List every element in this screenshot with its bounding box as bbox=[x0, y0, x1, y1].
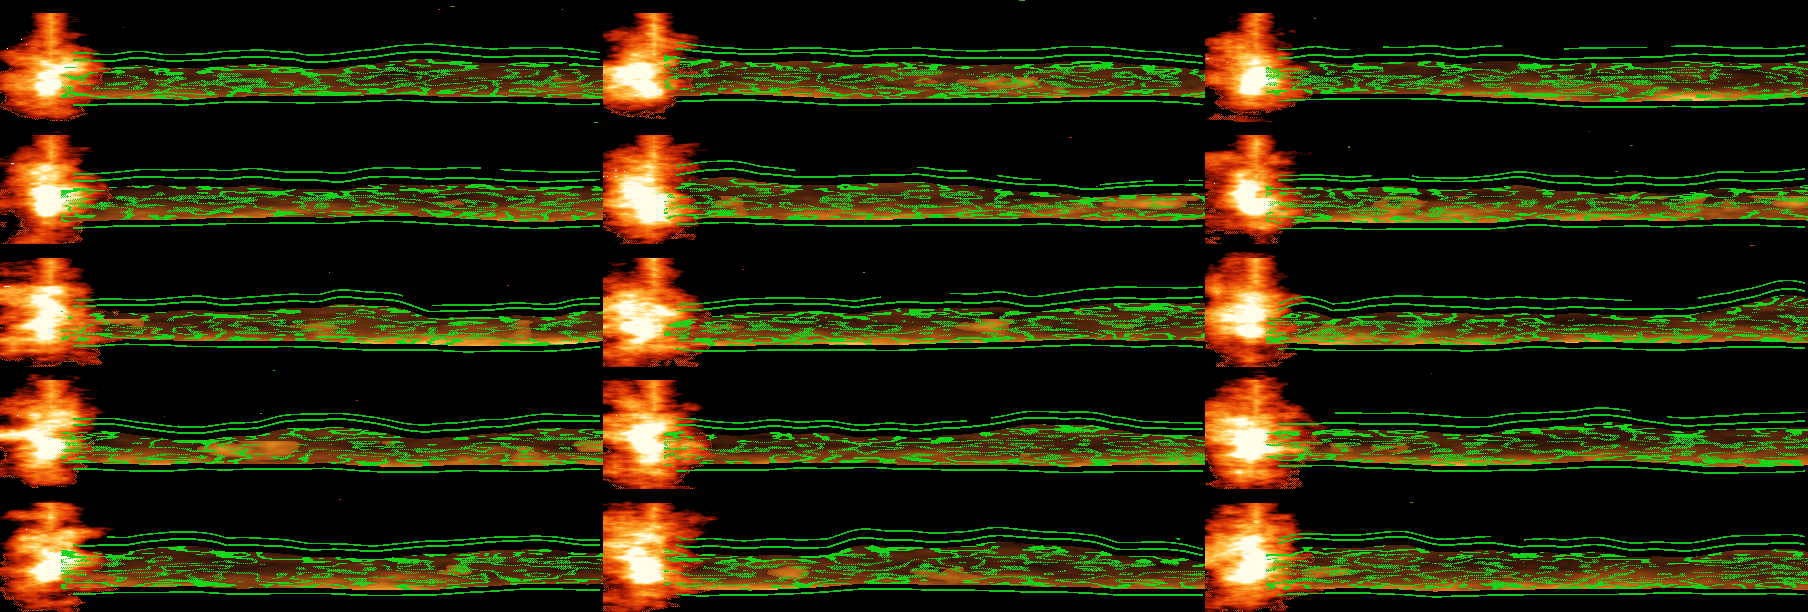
render-panel: t=2 / ensemble B bbox=[602, 122, 1206, 245]
volume-render-canvas bbox=[1205, 0, 1808, 122]
volume-render-canvas bbox=[602, 367, 1206, 490]
volume-render-canvas bbox=[1205, 489, 1808, 612]
volume-render-canvas bbox=[0, 122, 603, 245]
render-panel: t=2 / ensemble A bbox=[0, 122, 603, 245]
volume-render-canvas bbox=[0, 367, 603, 490]
volume-render-canvas bbox=[602, 0, 1206, 122]
volume-render-canvas bbox=[602, 244, 1206, 367]
render-panel: t=1 / ensemble A bbox=[0, 0, 603, 123]
render-panel: t=4 / ensemble C bbox=[1205, 367, 1808, 490]
volume-render-canvas bbox=[0, 489, 603, 612]
render-panel: t=5 / ensemble B bbox=[602, 489, 1206, 612]
volume-render-canvas bbox=[1205, 122, 1808, 245]
volume-render-canvas bbox=[602, 122, 1206, 245]
render-panel: t=4 / ensemble B bbox=[602, 367, 1206, 490]
volume-render-canvas bbox=[0, 244, 603, 367]
render-panel: t=2 / ensemble C bbox=[1205, 122, 1808, 245]
volume-render-canvas bbox=[0, 0, 603, 122]
volume-render-canvas bbox=[1205, 244, 1808, 367]
volume-render-canvas bbox=[602, 489, 1206, 612]
render-panel: t=1 / ensemble B bbox=[602, 0, 1206, 123]
render-panel: t=3 / ensemble B bbox=[602, 244, 1206, 368]
render-panel: t=1 / ensemble C bbox=[1205, 0, 1808, 123]
render-panel: t=5 / ensemble A bbox=[0, 489, 603, 612]
volume-render-canvas bbox=[1205, 367, 1808, 490]
render-panel: t=5 / ensemble C bbox=[1205, 489, 1808, 612]
render-panel: t=3 / ensemble C bbox=[1205, 244, 1808, 368]
render-panel: t=4 / ensemble A bbox=[0, 367, 603, 490]
render-panel: t=3 / ensemble A bbox=[0, 244, 603, 368]
